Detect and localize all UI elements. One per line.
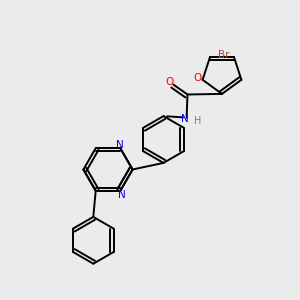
Text: N: N [118,190,126,200]
Text: N: N [181,114,189,124]
Text: Br: Br [218,50,229,60]
Text: O: O [193,73,201,83]
Text: O: O [166,77,174,87]
Text: H: H [194,116,202,126]
Text: N: N [116,140,124,150]
